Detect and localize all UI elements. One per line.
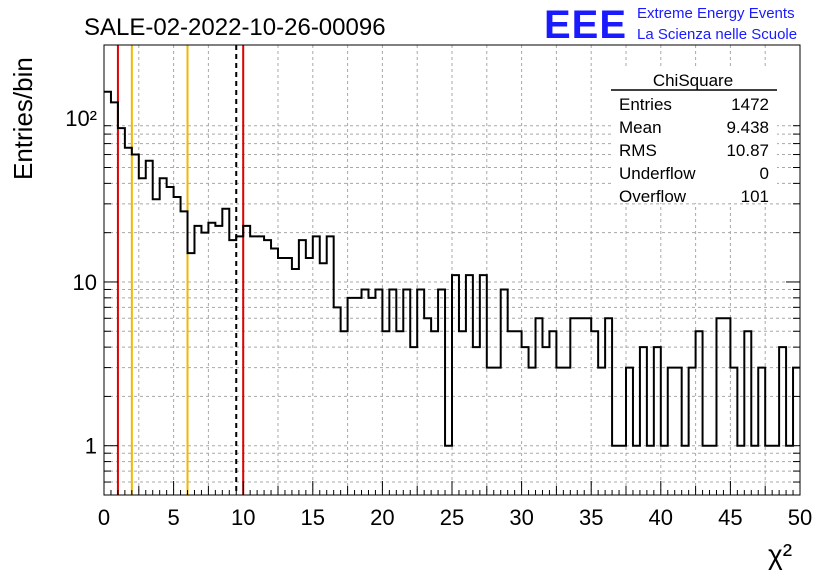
x-tick-label: 25: [440, 505, 464, 530]
y-tick-label: 10²: [65, 106, 97, 131]
y-tick-label: 1: [85, 434, 97, 459]
x-axis-label: χ²: [768, 539, 792, 570]
x-tick-label: 10: [231, 505, 255, 530]
x-tick-label: 40: [649, 505, 673, 530]
x-tick-label: 20: [370, 505, 394, 530]
x-tick-label: 45: [718, 505, 742, 530]
stats-value-underflow: 0: [760, 164, 769, 183]
x-tick-label: 5: [167, 505, 179, 530]
stats-value-entries: 1472: [731, 95, 769, 114]
threshold-lines: [116, 45, 245, 495]
logo-line-1: Extreme Energy Events: [637, 5, 795, 22]
y-tick-label: 10: [73, 270, 97, 295]
stats-value-mean: 9.438: [726, 118, 769, 137]
stats-label-rms: RMS: [619, 141, 657, 160]
x-tick-label: 15: [301, 505, 325, 530]
stats-label-mean: Mean: [619, 118, 662, 137]
stats-value-rms: 10.87: [726, 141, 769, 160]
stats-label-overflow: Overflow: [619, 187, 687, 206]
x-tick-label: 30: [509, 505, 533, 530]
y-axis-label: Entries/bin: [8, 57, 38, 180]
x-tick-label: 50: [788, 505, 812, 530]
stats-box-title: ChiSquare: [653, 71, 733, 90]
x-tick-label: 35: [579, 505, 603, 530]
plot-frame: [103, 44, 801, 496]
chart-title: SALE-02-2022-10-26-00096: [84, 14, 386, 41]
stats-box: ChiSquare Entries 1472 Mean 9.438 RMS 10…: [611, 68, 777, 206]
stats-label-entries: Entries: [619, 95, 672, 114]
histogram-outline: [104, 90, 800, 447]
stats-label-underflow: Underflow: [619, 164, 696, 183]
stats-value-overflow: 101: [741, 187, 769, 206]
x-tick-label: 0: [98, 505, 110, 530]
logo-mark: EEE: [544, 3, 627, 47]
logo-line-2: La Scienza nelle Scuole: [637, 26, 797, 43]
eee-logo: EEE Extreme Energy Events La Scienza nel…: [544, 3, 797, 47]
axis-ticks: 0 5 10 15 20 25 30 35 40 45 50 1 10 10²: [65, 106, 812, 530]
